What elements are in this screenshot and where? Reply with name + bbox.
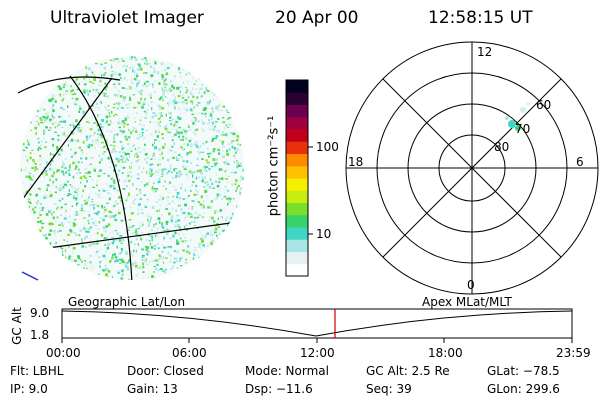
timeline-x-tick: 23:59 <box>556 346 591 360</box>
mlt-label-6: 6 <box>576 155 584 169</box>
app-title: Ultraviolet Imager <box>50 8 204 28</box>
timeline-y-tick-high: 9.0 <box>30 306 50 320</box>
ip-readout: IP: 9.0 <box>10 382 48 396</box>
time-readout: 12:58:15 UT <box>428 8 533 28</box>
timeline-y-axis-label: GC Alt <box>10 307 24 345</box>
polar-mlat-mlt-plot <box>345 41 599 295</box>
mlt-label-18: 18 <box>348 155 364 169</box>
mlt-label-12: 12 <box>477 45 493 59</box>
polar-auroral-spot <box>505 102 530 131</box>
timeline-x-tick: 12:00 <box>300 346 335 360</box>
gain-readout: Gain: 13 <box>127 382 178 396</box>
timeline-left-label: Geographic Lat/Lon <box>68 295 186 309</box>
timeline-x-tick: 06:00 <box>172 346 207 360</box>
glat-readout: GLat: −78.5 <box>487 364 560 378</box>
seq-readout: Seq: 39 <box>366 382 412 396</box>
timeline-right-label: Apex MLat/MLT <box>422 295 512 309</box>
edge-tick-mark <box>21 271 39 281</box>
mlat-label-70: 70 <box>515 122 531 136</box>
colorbar-tick-10: 10 <box>316 227 332 241</box>
timeline-x-tick: 00:00 <box>46 346 81 360</box>
timeline-panel <box>61 308 573 343</box>
timeline-x-tick: 18:00 <box>428 346 463 360</box>
uv-image-disc <box>17 56 244 281</box>
mlt-label-0: 0 <box>467 278 475 292</box>
gc-alt-readout: GC Alt: 2.5 Re <box>366 364 450 378</box>
disc-edge-grid-arc <box>17 76 121 94</box>
color-scale-bar <box>285 79 313 277</box>
mlat-label-80: 80 <box>494 140 510 154</box>
date-readout: 20 Apr 00 <box>275 8 359 28</box>
glon-readout: GLon: 299.6 <box>487 382 560 396</box>
colorbar-tick-100: 100 <box>316 140 339 154</box>
filter-readout: Flt: LBHL <box>10 364 64 378</box>
timeline-y-tick-low: 1.8 <box>30 328 50 342</box>
mode-readout: Mode: Normal <box>245 364 329 378</box>
colorbar-unit-label: photon cm⁻²s⁻¹ <box>266 115 282 217</box>
geographic-grid-lines <box>21 75 239 280</box>
mlat-label-60: 60 <box>536 98 552 112</box>
door-readout: Door: Closed <box>127 364 204 378</box>
dsp-readout: Dsp: −11.6 <box>245 382 313 396</box>
